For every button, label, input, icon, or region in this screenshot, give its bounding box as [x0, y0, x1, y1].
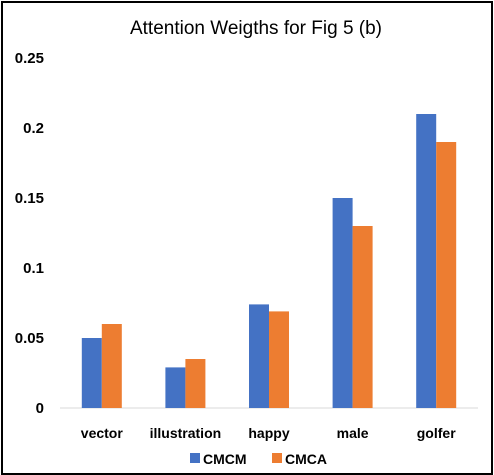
x-category-label: happy: [248, 425, 289, 441]
bar-cmca-male: [352, 226, 373, 408]
bar-cmca-happy: [269, 311, 289, 408]
x-category-label: golfer: [417, 425, 456, 441]
bar-cmca-illustration: [185, 359, 206, 408]
bar-cmca-golfer: [436, 142, 457, 408]
bar-cmcm-golfer: [416, 114, 437, 408]
x-axis-categories: vector illustration happy male golfer: [81, 425, 456, 441]
x-category-label: illustration: [150, 425, 222, 441]
bar-cmcm-male: [332, 198, 353, 408]
y-tick-label: 0.2: [23, 120, 44, 137]
bar-cmca-vector: [101, 324, 122, 408]
chart-title: Attention Weigths for Fig 5 (b): [130, 18, 382, 39]
y-tick-label: 0.15: [15, 190, 44, 207]
bars: [81, 114, 457, 408]
y-tick-label: 0: [36, 400, 44, 417]
y-tick-label: 0.25: [15, 50, 44, 67]
y-tick-label: 0.05: [15, 330, 44, 347]
bar-cmcm-happy: [249, 304, 269, 408]
bar-cmcm-illustration: [165, 367, 186, 408]
legend-label-cmca: CMCA: [285, 451, 327, 467]
legend-swatch-cmcm: [190, 453, 200, 463]
bar-cmcm-vector: [81, 338, 102, 408]
legend-swatch-cmca: [272, 453, 282, 463]
y-axis-ticks: 0 0.05 0.1 0.15 0.2 0.25: [15, 50, 44, 417]
legend-label-cmcm: CMCM: [203, 451, 247, 467]
x-category-label: vector: [81, 425, 124, 441]
x-category-label: male: [337, 425, 369, 441]
legend: CMCM CMCA: [190, 451, 327, 467]
y-tick-label: 0.1: [23, 260, 44, 277]
